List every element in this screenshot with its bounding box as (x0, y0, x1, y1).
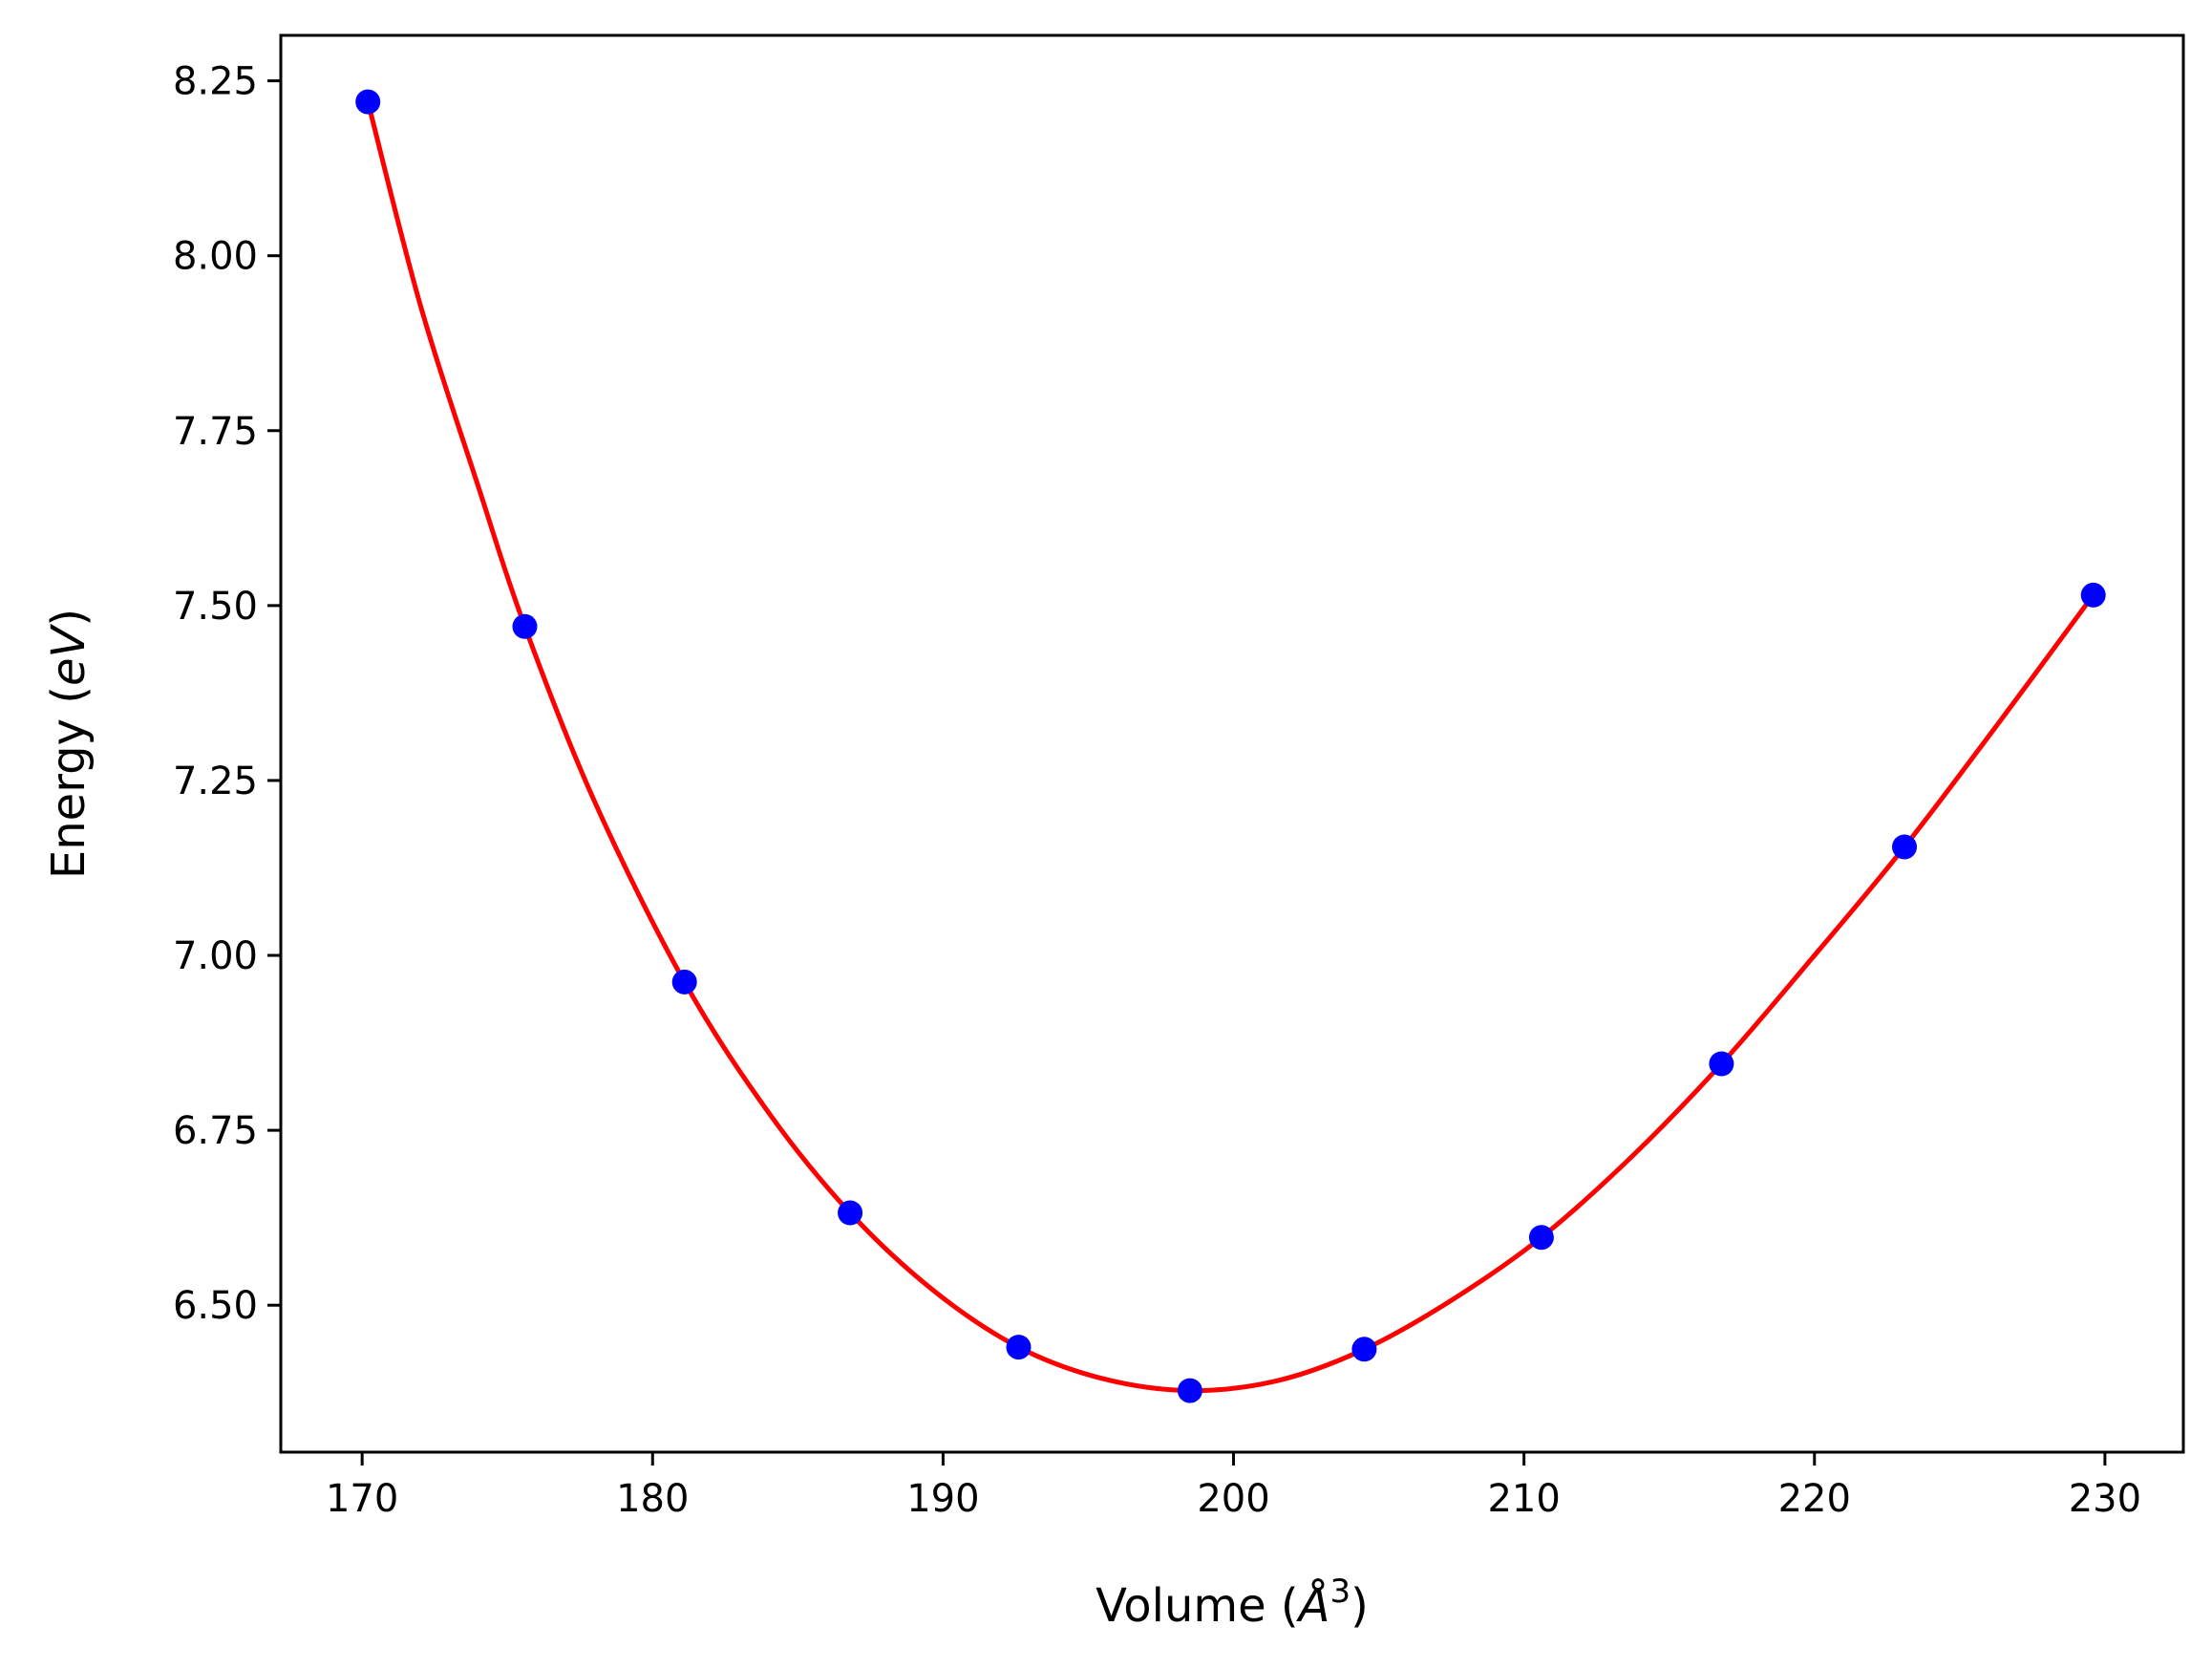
y-axis-label: Energy (eV) (42, 609, 96, 879)
data-point (512, 613, 538, 639)
data-point (1892, 834, 1917, 860)
y-tick-label: 7.75 (173, 410, 258, 454)
x-tick-label: 190 (906, 1477, 979, 1521)
y-tick-label: 7.00 (173, 934, 258, 978)
y-tick-label: 7.25 (173, 760, 258, 803)
y-tick-label: 6.50 (173, 1284, 258, 1328)
data-point (671, 969, 697, 995)
y-tick-label: 7.50 (173, 585, 258, 629)
data-point (1006, 1335, 1032, 1360)
data-point (2080, 582, 2106, 608)
data-point (355, 89, 381, 115)
data-point (1709, 1051, 1734, 1077)
plot-frame (279, 33, 2185, 1454)
x-tick-label: 180 (616, 1477, 689, 1521)
data-point (1528, 1225, 1554, 1251)
x-tick-label: 170 (326, 1477, 398, 1521)
data-point (838, 1200, 863, 1226)
axis-ticks: 170 180 190 200 210 220 230 6.50 6.75 7.00 7.25 7.5… (173, 60, 2141, 1521)
y-tick-label: 6.75 (173, 1109, 258, 1153)
x-tick-label: 230 (2069, 1477, 2141, 1521)
data-point (1177, 1378, 1202, 1403)
y-tick-label: 8.25 (173, 60, 258, 104)
plot-area (355, 89, 2106, 1403)
x-tick-label: 210 (1487, 1477, 1560, 1521)
x-tick-label: 220 (1778, 1477, 1851, 1521)
x-axis-label: Volume (Å3) (1095, 1573, 1369, 1633)
data-point (1351, 1337, 1377, 1362)
y-tick-label: 8.00 (173, 235, 258, 279)
x-tick-label: 200 (1197, 1477, 1269, 1521)
